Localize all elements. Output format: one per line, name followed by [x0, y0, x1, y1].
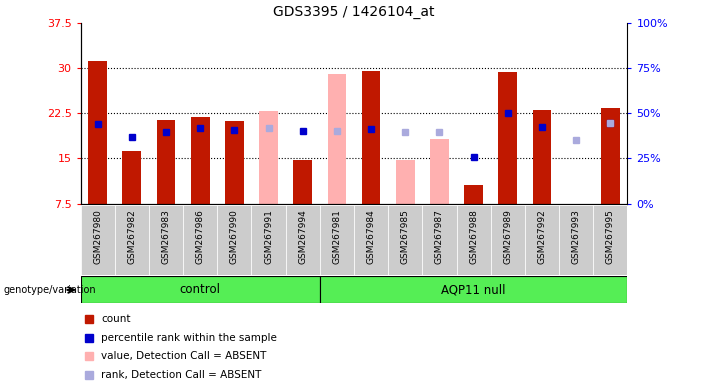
Bar — [327, 74, 346, 204]
Text: AQP11 null: AQP11 null — [442, 283, 506, 296]
Bar — [81, 276, 320, 303]
Text: GSM267987: GSM267987 — [435, 209, 444, 264]
Text: GSM267985: GSM267985 — [401, 209, 410, 264]
Bar — [252, 205, 286, 275]
Text: value, Detection Call = ABSENT: value, Detection Call = ABSENT — [102, 351, 267, 361]
Bar — [388, 205, 422, 275]
Bar — [217, 205, 252, 275]
Text: GSM267982: GSM267982 — [128, 209, 137, 264]
Text: control: control — [179, 283, 221, 296]
Bar — [525, 205, 559, 275]
Bar — [123, 151, 142, 204]
Text: GSM267988: GSM267988 — [469, 209, 478, 264]
Text: GSM267980: GSM267980 — [93, 209, 102, 264]
Bar — [320, 205, 354, 275]
Bar — [491, 205, 525, 275]
Title: GDS3395 / 1426104_at: GDS3395 / 1426104_at — [273, 5, 435, 19]
Text: GSM267981: GSM267981 — [332, 209, 341, 264]
Bar — [593, 205, 627, 275]
Text: genotype/variation: genotype/variation — [4, 285, 96, 295]
Text: GSM267994: GSM267994 — [298, 209, 307, 264]
Bar — [456, 205, 491, 275]
Text: GSM267983: GSM267983 — [161, 209, 170, 264]
Text: GSM267992: GSM267992 — [538, 209, 547, 264]
Bar — [286, 205, 320, 275]
Text: GSM267986: GSM267986 — [196, 209, 205, 264]
Bar — [430, 139, 449, 204]
Bar — [115, 205, 149, 275]
Bar — [464, 185, 483, 204]
Bar — [354, 205, 388, 275]
Bar — [259, 111, 278, 204]
Bar — [81, 205, 115, 275]
Text: GSM267993: GSM267993 — [571, 209, 580, 264]
Bar — [601, 108, 620, 204]
Bar — [559, 205, 593, 275]
Bar — [293, 160, 312, 204]
Bar — [362, 71, 381, 204]
Text: GSM267991: GSM267991 — [264, 209, 273, 264]
Bar — [422, 205, 456, 275]
Bar — [320, 276, 627, 303]
Text: GSM267984: GSM267984 — [367, 209, 376, 264]
Bar — [533, 110, 552, 204]
Text: GSM267989: GSM267989 — [503, 209, 512, 264]
Text: percentile rank within the sample: percentile rank within the sample — [102, 333, 278, 343]
Bar — [183, 205, 217, 275]
Bar — [88, 61, 107, 204]
Text: GSM267995: GSM267995 — [606, 209, 615, 264]
Bar — [498, 72, 517, 204]
Text: rank, Detection Call = ABSENT: rank, Detection Call = ABSENT — [102, 370, 261, 380]
Bar — [149, 205, 183, 275]
Bar — [156, 121, 175, 204]
Text: count: count — [102, 314, 131, 324]
Bar — [396, 160, 415, 204]
Bar — [225, 121, 244, 204]
Bar — [191, 118, 210, 204]
Text: GSM267990: GSM267990 — [230, 209, 239, 264]
